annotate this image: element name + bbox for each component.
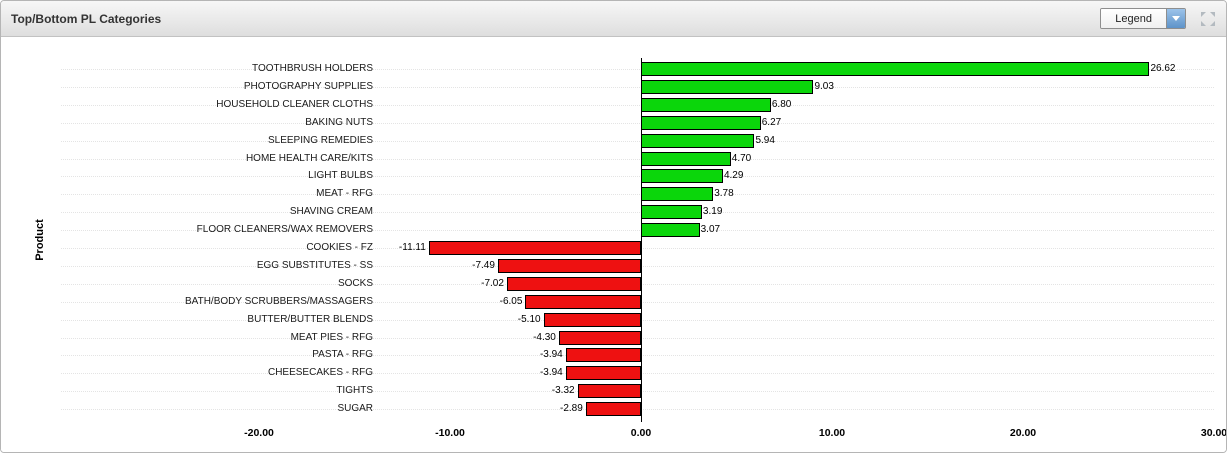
row-guide-line — [61, 176, 1214, 178]
bar-value-label: -3.32 — [551, 385, 575, 397]
bar-value-label: 4.29 — [723, 170, 744, 182]
row-guide-line — [61, 212, 1214, 214]
legend-button[interactable]: Legend — [1100, 8, 1186, 29]
bar[interactable] — [506, 276, 641, 291]
x-axis-tick-label: -20.00 — [244, 427, 274, 439]
bar[interactable] — [543, 312, 641, 327]
category-label: CHEESECAKES - RFG — [267, 367, 373, 379]
row-guide-line — [61, 69, 1214, 70]
bar-value-label: 9.03 — [814, 80, 834, 92]
header-controls: Legend — [1100, 8, 1216, 29]
category-label: HOUSEHOLD CLEANER CLOTHS — [216, 98, 373, 110]
category-label: BUTTER/BUTTER BLENDS — [247, 313, 373, 325]
row-guide-line — [61, 86, 1214, 88]
bar[interactable] — [641, 115, 761, 130]
bar-chart: Product TOOTHBRUSH HOLDERS 26.62 PHOTOGRAP… — [1, 38, 1226, 452]
bar-value-label: 3.78 — [714, 188, 734, 200]
category-label: TOOTHBRUSH HOLDERS — [252, 63, 373, 74]
bar[interactable] — [641, 62, 1150, 76]
bar-value-label: 6.27 — [761, 116, 782, 128]
maximize-icon[interactable] — [1200, 11, 1216, 27]
category-label: LIGHT BULBS — [308, 170, 373, 182]
category-label: BATH/BODY SCRUBBERS/MASSAGERS — [184, 295, 373, 307]
bar[interactable] — [641, 169, 723, 184]
bar-value-label: -4.30 — [533, 331, 556, 343]
bar-value-label: -7.49 — [472, 259, 495, 271]
category-label: MEAT PIES - RFG — [290, 331, 373, 343]
bar[interactable] — [641, 205, 702, 220]
bar-value-label: -5.10 — [517, 313, 541, 325]
bar[interactable] — [497, 258, 641, 273]
legend-button-label: Legend — [1101, 9, 1166, 28]
category-label: TIGHTS — [336, 385, 373, 397]
x-axis-tick-label: -10.00 — [435, 427, 465, 439]
bar[interactable] — [577, 384, 641, 399]
x-axis-tick-label: 30.00 — [1200, 427, 1227, 439]
category-label: MEAT - RFG — [316, 188, 373, 200]
zero-axis-line — [641, 58, 642, 422]
bar-value-label: -6.05 — [499, 295, 523, 307]
bar[interactable] — [641, 133, 755, 148]
bar[interactable] — [565, 366, 641, 381]
widget-header: Top/Bottom PL Categories Legend — [1, 1, 1226, 37]
category-label: PASTA - RFG — [312, 349, 373, 361]
bar-value-label: -3.94 — [539, 367, 563, 379]
bar[interactable] — [428, 241, 641, 255]
bar[interactable] — [525, 294, 641, 309]
bar-value-label: 3.19 — [702, 206, 723, 218]
category-label: HOME HEALTH CARE/KITS — [245, 152, 373, 164]
bar-value-label: 6.80 — [771, 98, 792, 110]
bar[interactable] — [641, 187, 714, 202]
category-label: BAKING NUTS — [305, 116, 373, 128]
category-label: SUGAR — [337, 403, 373, 415]
bar[interactable] — [558, 330, 641, 345]
bar[interactable] — [641, 223, 700, 238]
category-label: EGG SUBSTITUTES - SS — [256, 259, 373, 271]
category-label: PHOTOGRAPHY SUPPLIES — [243, 80, 373, 92]
bar-value-label: -3.94 — [539, 349, 563, 361]
row-guide-line — [61, 158, 1214, 160]
bar[interactable] — [641, 97, 771, 112]
bar-value-label: -2.89 — [560, 403, 583, 415]
bar-value-label: 5.94 — [755, 134, 775, 146]
row-guide-line — [61, 104, 1214, 106]
bar[interactable] — [565, 348, 641, 363]
row-guide-line — [61, 140, 1214, 142]
chevron-down-icon — [1172, 16, 1180, 21]
category-label: COOKIES - FZ — [306, 242, 373, 253]
bar-value-label: 3.07 — [700, 224, 721, 236]
bar[interactable] — [585, 402, 641, 417]
category-label: SLEEPING REMEDIES — [267, 134, 373, 146]
x-axis-tick-label: 10.00 — [818, 427, 846, 439]
category-label: FLOOR CLEANERS/WAX REMOVERS — [196, 224, 373, 236]
bar-value-label: 26.62 — [1150, 63, 1176, 74]
row-guide-line — [61, 122, 1214, 124]
category-label: SOCKS — [337, 277, 373, 289]
category-label: SHAVING CREAM — [289, 206, 373, 218]
bar[interactable] — [641, 79, 814, 94]
widget-title: Top/Bottom PL Categories — [11, 11, 162, 26]
bar[interactable] — [641, 151, 731, 166]
legend-dropdown-arrow[interactable] — [1166, 9, 1185, 28]
x-axis-tick-label: 20.00 — [1009, 427, 1037, 439]
bar-value-label: 4.70 — [731, 152, 752, 164]
x-axis-tick-label: 0.00 — [630, 427, 652, 439]
row-guide-line — [61, 194, 1214, 196]
row-guide-line — [61, 230, 1214, 232]
bar-value-label: -11.11 — [398, 242, 426, 253]
bar-value-label: -7.02 — [481, 277, 504, 289]
